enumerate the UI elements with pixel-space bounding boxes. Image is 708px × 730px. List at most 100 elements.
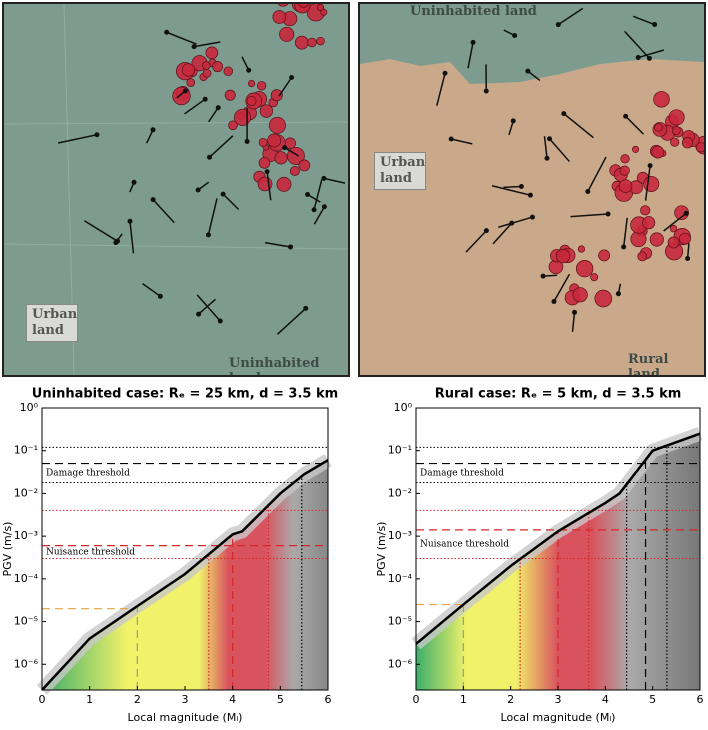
- event-marker: [649, 232, 664, 247]
- y-tick-label: 10⁻¹: [14, 444, 38, 457]
- event-marker: [670, 137, 680, 147]
- well-head: [442, 70, 448, 76]
- x-axis-label: Local magnitude (Mₗ): [128, 711, 243, 724]
- y-tick-label: 10⁰: [394, 401, 413, 414]
- x-tick-label: 4: [602, 693, 609, 706]
- well-trajectory: [196, 294, 221, 322]
- event-marker: [246, 96, 257, 106]
- well-trajectory: [498, 216, 533, 228]
- event-marker: [637, 251, 648, 262]
- event-marker: [667, 236, 680, 249]
- y-tick-label: 10⁻⁴: [388, 572, 413, 585]
- well-head: [547, 136, 553, 142]
- well-trajectory: [624, 30, 650, 59]
- well-head: [647, 163, 653, 169]
- event-marker: [669, 224, 678, 233]
- well-head: [164, 29, 170, 35]
- well-trajectory: [587, 156, 607, 192]
- well-head: [615, 291, 621, 297]
- chart-title: Uninhabited case: Rₑ = 25 km, d = 3.5 km: [32, 387, 338, 402]
- threshold-label: Damage threshold: [420, 469, 504, 479]
- event-marker: [572, 287, 588, 303]
- well-trajectory: [563, 113, 594, 139]
- well-head: [321, 175, 327, 181]
- well-trajectory: [276, 307, 307, 335]
- event-marker: [654, 123, 663, 132]
- event-marker: [270, 89, 283, 102]
- x-tick-label: 4: [229, 693, 236, 706]
- x-tick-label: 5: [277, 693, 284, 706]
- well-head: [448, 136, 454, 142]
- well-trajectory: [193, 41, 221, 48]
- event-marker: [577, 245, 586, 253]
- well-head: [282, 145, 288, 151]
- event-marker: [316, 36, 325, 46]
- well-head: [483, 88, 489, 94]
- well-trajectory: [637, 49, 665, 59]
- chart-title: Rural case: Rₑ = 5 km, d = 3.5 km: [435, 387, 682, 402]
- map-label: Urban land: [26, 304, 78, 342]
- event-marker: [294, 35, 309, 50]
- well-head: [217, 318, 223, 324]
- well-head: [551, 299, 557, 305]
- y-tick-label: 10⁻⁵: [388, 615, 412, 628]
- well-head: [510, 118, 516, 124]
- well-trajectory: [465, 230, 487, 253]
- map-label: Rural land: [628, 352, 669, 377]
- event-marker: [202, 68, 212, 78]
- x-tick-label: 1: [460, 693, 467, 706]
- well-head: [321, 204, 327, 210]
- well-head: [311, 207, 317, 213]
- well-trajectory: [152, 199, 175, 224]
- well-head: [150, 197, 156, 203]
- event-marker: [272, 10, 287, 24]
- well-head: [305, 192, 311, 198]
- well-head: [205, 232, 211, 238]
- x-tick-label: 3: [182, 693, 189, 706]
- well-head: [623, 113, 629, 119]
- event-marker: [279, 26, 295, 42]
- well-head: [303, 305, 309, 311]
- well-trajectory: [450, 138, 473, 145]
- well-head: [150, 127, 156, 133]
- event-marker: [205, 46, 219, 60]
- well-trajectory: [313, 179, 323, 210]
- x-tick-label: 2: [507, 693, 514, 706]
- event-marker: [223, 66, 234, 77]
- well-head: [264, 169, 270, 175]
- well-trajectory: [503, 185, 522, 189]
- event-marker: [618, 179, 633, 193]
- event-marker: [678, 232, 691, 245]
- well-head: [220, 191, 226, 197]
- well-trajectory: [492, 222, 513, 245]
- event-marker: [594, 289, 613, 308]
- well-head: [483, 228, 489, 234]
- well-head: [131, 179, 137, 185]
- y-tick-label: 10⁻⁶: [388, 657, 413, 670]
- hazard-area: [416, 433, 700, 690]
- well-head: [527, 192, 533, 198]
- well-trajectory: [129, 221, 135, 254]
- event-marker: [228, 120, 238, 131]
- event-marker: [668, 109, 685, 126]
- x-tick-label: 2: [134, 693, 141, 706]
- well-trajectory: [313, 206, 326, 225]
- well-trajectory: [57, 133, 98, 144]
- well-head: [182, 88, 188, 94]
- y-tick-label: 10⁻²: [388, 486, 412, 499]
- well-head: [94, 132, 100, 138]
- well-head: [196, 311, 202, 317]
- event-marker: [643, 175, 660, 192]
- event-marker: [247, 79, 256, 88]
- event-marker: [224, 89, 236, 101]
- event-marker: [258, 137, 268, 147]
- well-head: [470, 39, 476, 45]
- event-marker: [212, 61, 224, 73]
- event-marker: [590, 273, 599, 282]
- y-tick-label: 10⁻³: [14, 529, 38, 542]
- well-trajectory: [83, 220, 118, 242]
- event-marker: [671, 125, 681, 135]
- map-label: Uninhabited land: [410, 4, 537, 19]
- threshold-label: Damage threshold: [46, 469, 130, 479]
